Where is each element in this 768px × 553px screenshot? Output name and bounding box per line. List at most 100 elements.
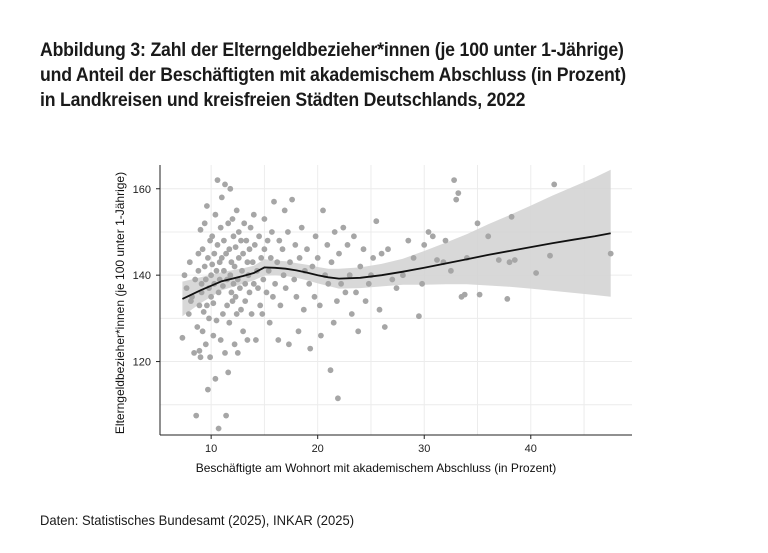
data-point [327,367,334,374]
data-point [213,317,220,324]
data-point [214,242,221,248]
data-point [289,196,295,203]
data-point [547,252,553,259]
x-tick-label: 40 [525,443,537,455]
data-point [320,207,326,214]
data-point [353,289,359,296]
data-point [265,267,272,274]
data-point [242,280,249,287]
data-point [238,237,244,244]
data-point [267,255,274,261]
data-point [285,229,291,235]
data-point [298,224,305,231]
data-point [194,324,201,330]
data-point [202,276,209,283]
data-point [244,259,251,266]
trend-line [182,232,611,300]
y-tick-label: 120 [133,357,151,369]
data-point [243,237,250,244]
data-point [416,313,422,320]
data-point [232,244,239,251]
data-point [318,332,324,339]
data-points [179,177,614,432]
data-point [251,242,258,248]
data-point [218,194,225,201]
data-point [222,181,228,188]
data-point [211,250,218,257]
data-point [225,369,232,376]
data-point [307,345,314,352]
data-point [365,280,372,287]
data-point [485,233,492,240]
data-point [342,289,349,296]
data-point [208,293,215,300]
data-point [461,291,468,298]
data-point [274,259,281,266]
data-point [311,293,318,300]
data-point [237,285,243,291]
x-tick-label: 10 [205,443,217,455]
data-point [205,386,211,393]
data-point [233,207,240,214]
data-point [316,302,323,309]
data-point [230,280,237,287]
data-point [227,272,234,279]
data-point [338,280,344,287]
data-point [253,337,259,343]
x-axis-label: Beschäftigte am Wohnort mit akademischem… [196,461,557,475]
data-point [280,272,287,279]
data-point [261,246,268,253]
data-point [340,224,347,231]
data-point [360,246,367,253]
data-point [200,309,207,315]
data-point [373,218,380,225]
y-tick-label: 160 [133,184,151,196]
data-point [216,259,223,266]
data-point [328,259,335,266]
data-point [229,298,236,304]
data-point [376,306,383,313]
data-point [215,425,222,432]
data-point [199,246,206,253]
data-point [504,296,511,302]
data-point [330,319,337,326]
data-point [511,257,518,263]
data-point [240,250,247,257]
data-point [202,341,209,348]
data-point [207,354,214,361]
data-point [474,220,481,227]
data-point [279,246,286,253]
data-point [240,328,247,335]
data-point [260,276,267,283]
title-line-2: und Anteil der Beschäftigten mit akademi… [40,65,626,86]
data-point [275,337,282,343]
tick-labels: 10 20 30 40 120 140 160 [133,184,537,455]
data-point [293,293,300,300]
data-point [378,250,385,257]
data-point [220,311,226,317]
data-point [551,181,558,188]
data-point [196,347,203,354]
data-point [269,229,275,235]
x-tick-label: 30 [418,443,430,455]
data-point [185,311,192,317]
data-point [429,233,436,240]
data-point [235,229,242,235]
data-point [357,263,364,270]
data-point [271,198,277,205]
data-point [212,211,219,218]
data-point [421,242,428,248]
data-point [186,259,193,266]
data-point [533,270,539,276]
data-point [410,255,417,261]
confidence-band [182,169,611,317]
data-point [209,233,216,240]
data-point [227,185,234,192]
data-point [249,259,256,266]
data-point [218,255,225,261]
data-point [393,285,400,291]
data-point [250,211,257,218]
data-point [221,267,227,274]
data-point [247,224,254,231]
